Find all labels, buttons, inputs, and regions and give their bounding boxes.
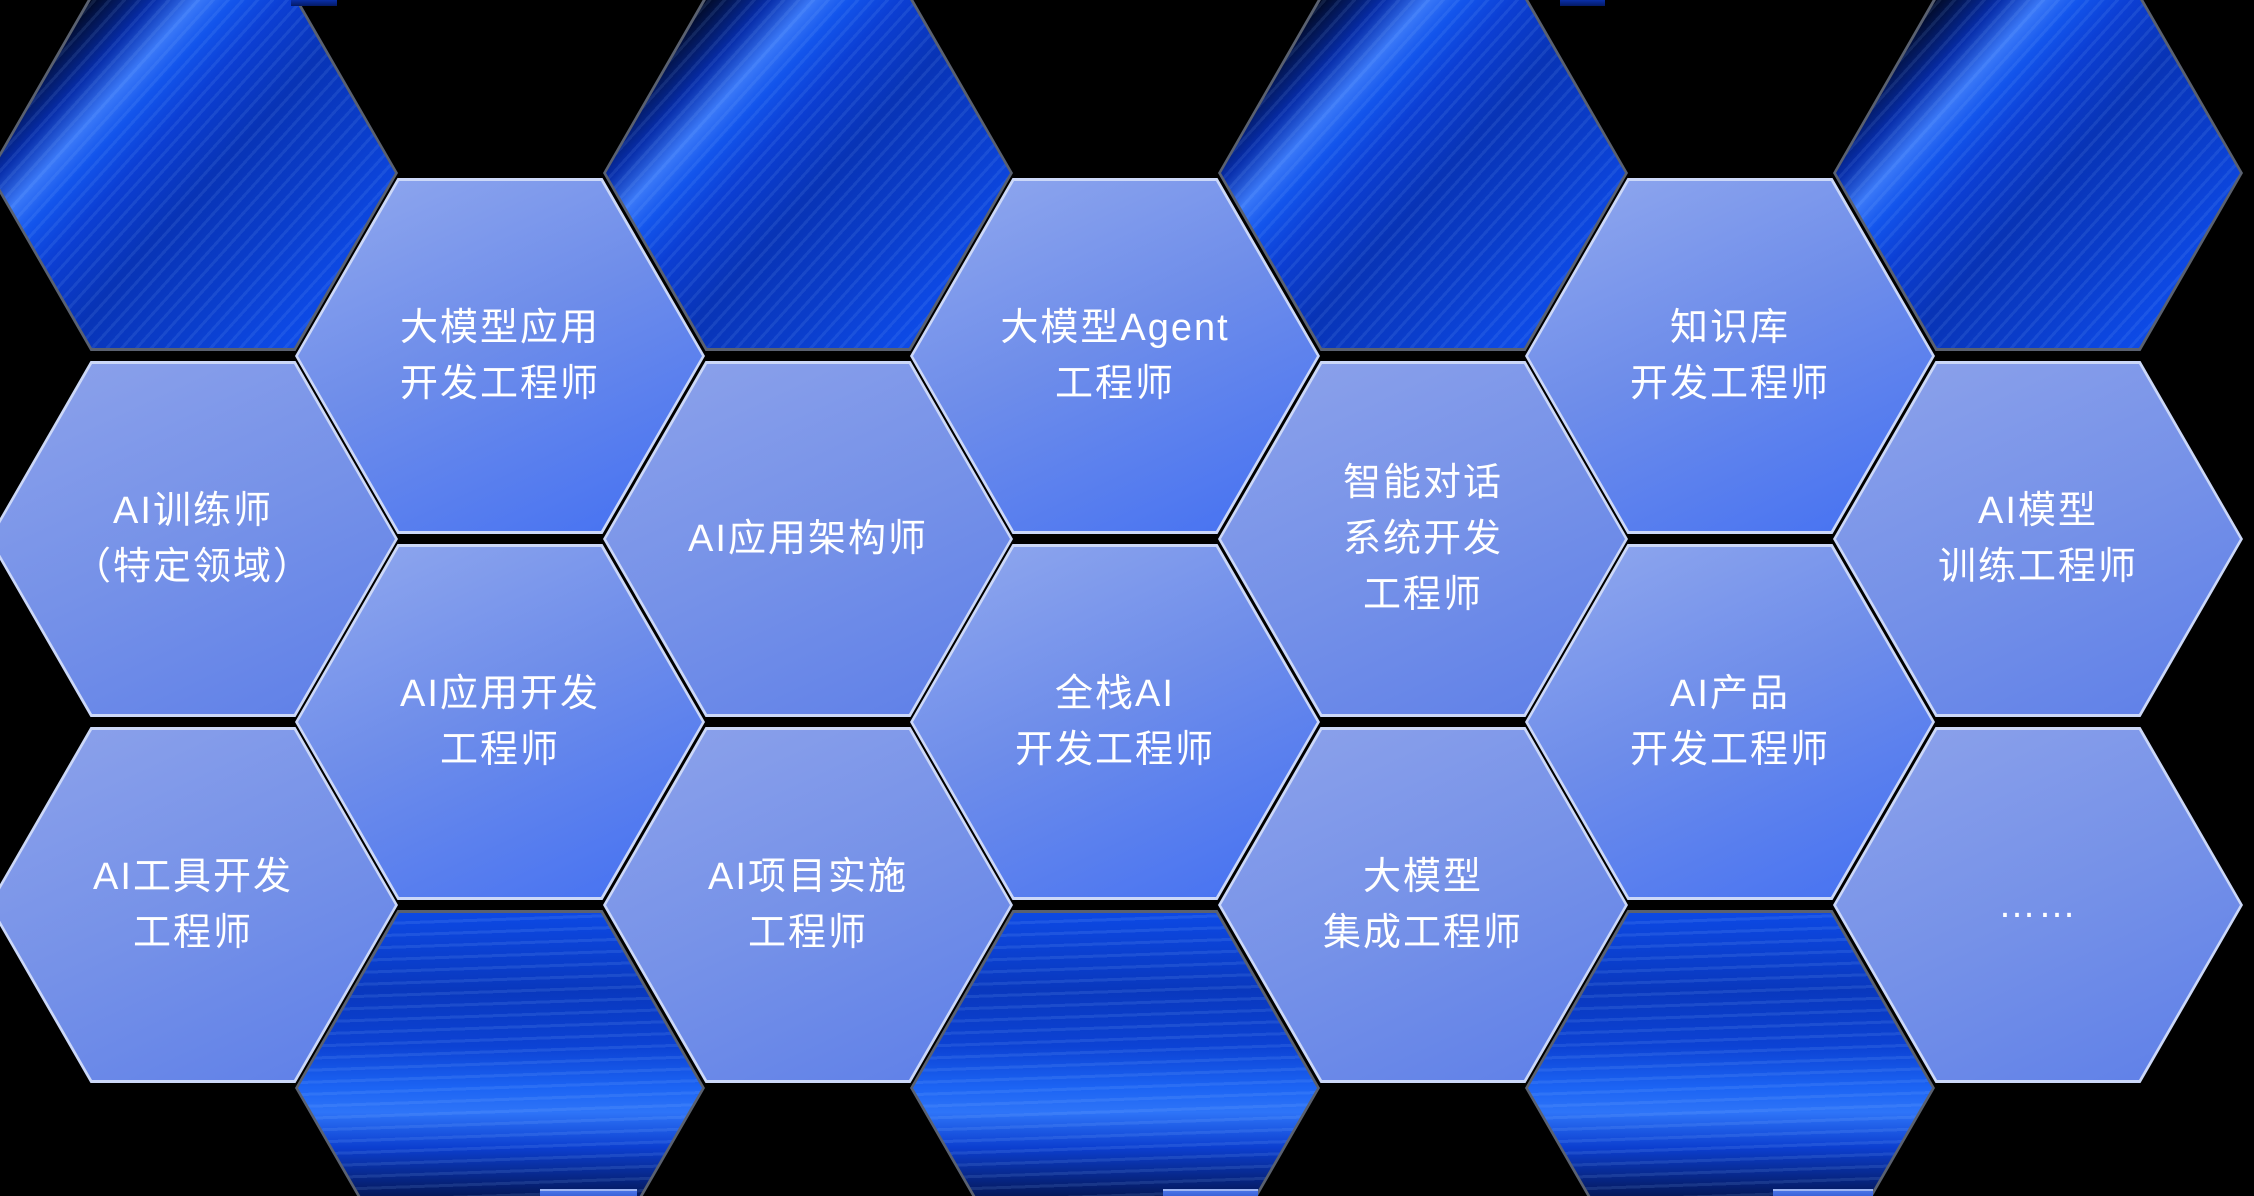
hex-label-line: 大模型Agent — [1000, 307, 1230, 349]
hex-label-line: 系统开发 — [1342, 518, 1503, 560]
hex-dialog-system-dev: 智能对话系统开发工程师 — [1218, 361, 1628, 717]
hexagon-label: AI项目实施 工程师 — [603, 727, 1013, 1083]
hexagon-label: 大模型应用开发工程师 — [295, 178, 705, 534]
hex-label-line: 开发工程师 — [1629, 729, 1830, 771]
decor-hex-top-col6 — [1833, 0, 2243, 351]
hex-label-line: 开发工程师 — [1014, 729, 1215, 771]
hexagon-label: AI训练师 （特定领域） — [0, 361, 398, 717]
hex-fragment-notch — [1560, 0, 1605, 6]
hex-label-line: 全栈AI — [1055, 673, 1175, 715]
hex-label-line: 开发工程师 — [399, 363, 600, 405]
hex-fragment-sliver — [1163, 1189, 1258, 1196]
hexagon-label: AI工具开发 工程师 — [0, 727, 398, 1083]
hexagon-fill — [1528, 181, 1932, 531]
hex-llm-integration: 大模型 集成工程师 — [1218, 727, 1628, 1083]
decor-hex-top-col0 — [0, 0, 398, 351]
hex-label-line: AI应用架构师 — [688, 518, 928, 560]
hexagon-label: 大模型 集成工程师 — [1218, 727, 1628, 1083]
hexagon-label: …… — [1833, 727, 2243, 1083]
hex-ai-model-training: AI模型训练工程师 — [1833, 361, 2243, 717]
hex-label-line: …… — [1998, 884, 2078, 926]
hexagon-label: 全栈AI 开发工程师 — [910, 544, 1320, 900]
hex-label-line: 智能对话 — [1342, 462, 1503, 504]
hex-label-line: AI模型 — [1978, 490, 2098, 532]
hex-label-line: 工程师 — [747, 912, 868, 954]
hex-label-line: AI应用开发 — [400, 673, 600, 715]
hex-label-line: 训练工程师 — [1937, 546, 2138, 588]
hexagon-fill — [1221, 730, 1625, 1080]
hex-ellipsis: …… — [1833, 727, 2243, 1083]
hex-fragment-sliver — [540, 1189, 637, 1196]
hex-label-line: 工程师 — [1362, 574, 1483, 616]
hex-ai-product-dev: AI产品开发工程师 — [1525, 544, 1935, 900]
decor-hex-top-col2 — [603, 0, 1013, 351]
hex-llm-agent: 大模型Agent 工程师 — [910, 178, 1320, 534]
hex-label-line: （特定领域） — [72, 546, 313, 588]
hex-label-line: AI训练师 — [113, 490, 273, 532]
hex-label-line: 大模型 — [1362, 856, 1483, 898]
hexagon-label: AI应用开发 工程师 — [295, 544, 705, 900]
hex-fragment-notch — [291, 0, 337, 6]
hexagon-label: AI应用架构师 — [603, 361, 1013, 717]
hex-label-line: AI工具开发 — [93, 856, 293, 898]
hexagon-label: 知识库 开发工程师 — [1525, 178, 1935, 534]
hex-label-line: AI项目实施 — [708, 856, 908, 898]
hexagon-fill — [1221, 364, 1625, 714]
hex-label-line: 工程师 — [132, 912, 253, 954]
hex-label-line: 工程师 — [439, 729, 560, 771]
hex-label-line: 集成工程师 — [1322, 912, 1523, 954]
hex-label-line: 开发工程师 — [1629, 363, 1830, 405]
hexagon-fill — [1528, 547, 1932, 897]
hexagon-label: AI模型训练工程师 — [1833, 361, 2243, 717]
hex-label-line: 知识库 — [1669, 307, 1790, 349]
hex-label-line: 工程师 — [1054, 363, 1175, 405]
hex-label-line: 大模型应用 — [399, 307, 600, 349]
hexagon-label: 大模型Agent 工程师 — [910, 178, 1320, 534]
hexagon-label: AI产品开发工程师 — [1525, 544, 1935, 900]
hexagon-label: 智能对话系统开发工程师 — [1218, 361, 1628, 717]
hex-fragment-sliver — [1773, 1189, 1873, 1196]
hex-knowledge-base-dev: 知识库 开发工程师 — [1525, 178, 1935, 534]
hex-label-line: AI产品 — [1670, 673, 1790, 715]
